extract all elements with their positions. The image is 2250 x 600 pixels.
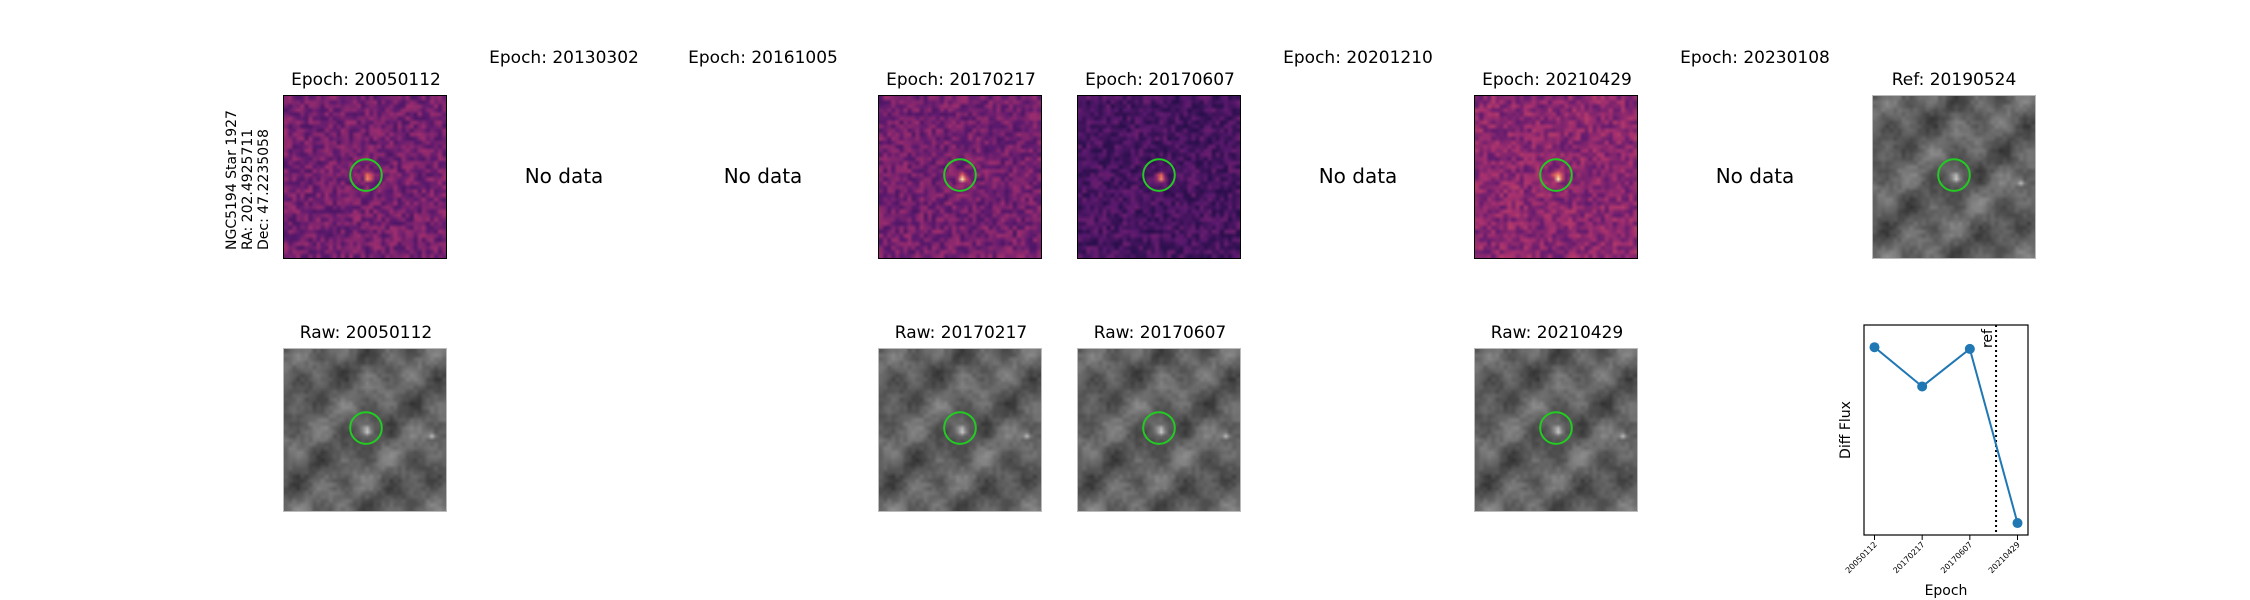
target-circle [349,158,383,192]
epoch-title-5: Epoch: 20170607 [1085,70,1235,90]
series-line [1873,346,2019,524]
raw-title-3: Raw: 20170607 [1093,323,1227,343]
data-point [2012,518,2023,529]
epoch-title-1: Epoch: 20050112 [291,70,441,90]
raw-image-20210429 [1474,348,1638,512]
star-ra: RA: 202.4925711 [240,128,256,250]
star-label: NGC5194 Star 1927 RA: 202.4925711 Dec: 4… [224,110,272,250]
x-tick-label: 20170217 [1891,540,1926,575]
raw-image-20170607 [1077,348,1241,512]
no-data-label-20161005: No data [723,164,803,188]
no-data-label-20230108: No data [1715,164,1795,188]
x-tick-label: 20170607 [1939,540,1974,575]
ref-image-20190524 [1872,95,2036,259]
target-circle [1142,158,1176,192]
diff-image-20170217 [878,95,1042,259]
epoch-title-3: Epoch: 20161005 [688,48,838,68]
raw-image-20170217 [878,348,1042,512]
raw-title-1: Raw: 20050112 [299,323,433,343]
target-circle [349,411,383,445]
target-circle [1937,158,1971,192]
plot-frame [1863,324,2029,536]
raw-title-4: Raw: 20210429 [1490,323,1624,343]
epoch-title-6: Epoch: 20201210 [1283,48,1433,68]
no-data-label-20201210: No data [1318,164,1398,188]
ref-title: Ref: 20190524 [1891,70,2017,90]
ref-label: ref [1980,328,1996,348]
diff-image-20170607 [1077,95,1241,259]
data-point [1917,381,1928,392]
diff-image-20050112 [283,95,447,259]
target-circle [943,411,977,445]
epoch-title-4: Epoch: 20170217 [886,70,1036,90]
no-data-label-20130302: No data [524,164,604,188]
x-axis-label: Epoch [1925,583,1968,599]
target-circle [1142,411,1176,445]
epoch-title-8: Epoch: 20230108 [1680,48,1830,68]
data-point [1964,343,1975,354]
target-circle [1539,158,1573,192]
diff-image-20210429 [1474,95,1638,259]
raw-title-2: Raw: 20170217 [894,323,1028,343]
x-tick-label: 20050112 [1844,540,1879,575]
star-dec: Dec: 47.2235058 [256,129,272,250]
x-tick-label: 20210429 [1987,540,2022,575]
data-point [1869,342,1880,353]
target-circle [1539,411,1573,445]
target-circle [943,158,977,192]
y-axis-label: Diff Flux [1838,401,1854,459]
star-name: NGC5194 Star 1927 [224,110,240,250]
epoch-title-2: Epoch: 20130302 [489,48,639,68]
epoch-title-7: Epoch: 20210429 [1482,70,1632,90]
flux-light-curve: ref 20050112 20170217 20170607 20210429 Epo… [1838,324,2029,599]
raw-image-20050112 [283,348,447,512]
